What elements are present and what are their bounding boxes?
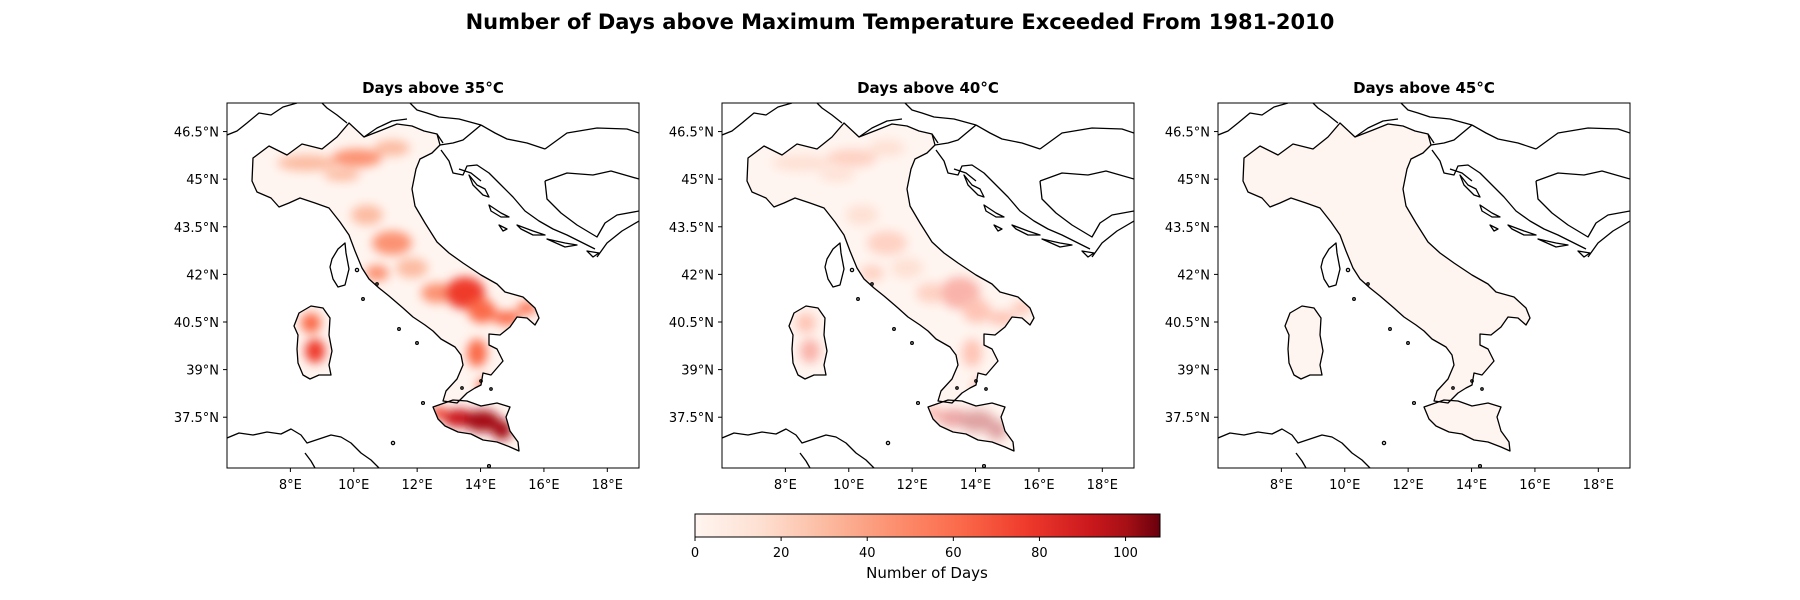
lat-tick-label: 45°N: [681, 173, 714, 188]
map-area: [227, 103, 639, 468]
panel-title: Days above 35°C: [362, 79, 504, 97]
lon-tick-label: 10°E: [1329, 478, 1360, 493]
colorbar-label: Number of Days: [866, 564, 988, 582]
colorbar-tick-label: 60: [945, 546, 962, 561]
lon-tick-label: 16°E: [1519, 478, 1550, 493]
lon-tick-label: 12°E: [897, 478, 928, 493]
colorbar-gradient: [694, 513, 1161, 538]
lon-tick-label: 16°E: [528, 478, 559, 493]
lon-tick-label: 14°E: [960, 478, 991, 493]
lat-tick-label: 46.5°N: [1165, 126, 1210, 141]
lat-tick-label: 40.5°N: [669, 316, 714, 331]
map-panel-45: Days above 45°C 8°E 10°E 12°E 14°E 16°E 18°E 46…: [1165, 79, 1631, 493]
lon-tick-label: 8°E: [1270, 478, 1293, 493]
lat-tick-label: 39°N: [1177, 364, 1210, 379]
colorbar: 0 20 40 60 80 100 Number of Days: [691, 513, 1161, 582]
map-panel-35: Days above 35°C 8°E 10°E 12°E 14°E 16°E 18°E 46…: [174, 79, 640, 493]
map-frame: [721, 102, 1135, 469]
lon-tick-label: 16°E: [1023, 478, 1054, 493]
lat-tick-label: 42°N: [681, 268, 714, 283]
lon-tick-label: 12°E: [1393, 478, 1424, 493]
lon-tick-label: 18°E: [1087, 478, 1118, 493]
lat-tick-label: 37.5°N: [1165, 411, 1210, 426]
lon-tick-label: 14°E: [465, 478, 496, 493]
lon-tick-label: 18°E: [592, 478, 623, 493]
map-area: [722, 103, 1134, 468]
lon-tick-label: 10°E: [833, 478, 864, 493]
lat-tick-label: 45°N: [186, 173, 219, 188]
colorbar-tick-label: 100: [1113, 546, 1138, 561]
figure-title: Number of Days above Maximum Temperature…: [466, 10, 1335, 34]
lat-tick-label: 37.5°N: [669, 411, 714, 426]
colorbar-ticks: 0 20 40 60 80 100: [691, 537, 1138, 561]
lon-tick-label: 8°E: [774, 478, 797, 493]
lat-tick-label: 42°N: [186, 268, 219, 283]
map-panel-40: Days above 40°C 8°E 10°E 12°E 14°E 16°E 18°E 46…: [669, 79, 1135, 493]
lon-tick-label: 10°E: [338, 478, 369, 493]
map-area: [1218, 103, 1630, 468]
colorbar-tick-label: 80: [1031, 546, 1048, 561]
lat-tick-label: 43.5°N: [669, 221, 714, 236]
colorbar-tick-label: 40: [859, 546, 876, 561]
lat-tick-label: 43.5°N: [174, 221, 219, 236]
lat-tick-label: 37.5°N: [174, 411, 219, 426]
lon-tick-label: 18°E: [1583, 478, 1614, 493]
lat-tick-label: 43.5°N: [1165, 221, 1210, 236]
map-frame: [1217, 102, 1631, 469]
lat-tick-label: 39°N: [186, 364, 219, 379]
lon-tick-label: 14°E: [1456, 478, 1487, 493]
panel-title: Days above 45°C: [1353, 79, 1495, 97]
lat-tick-label: 39°N: [681, 364, 714, 379]
lat-tick-label: 40.5°N: [1165, 316, 1210, 331]
lat-tick-label: 42°N: [1177, 268, 1210, 283]
map-frame: [226, 102, 640, 469]
lon-tick-label: 8°E: [279, 478, 302, 493]
lat-tick-label: 45°N: [1177, 173, 1210, 188]
lat-tick-label: 40.5°N: [174, 316, 219, 331]
colorbar-tick-label: 0: [691, 546, 699, 561]
colorbar-tick-label: 20: [773, 546, 790, 561]
lat-tick-label: 46.5°N: [669, 126, 714, 141]
lat-tick-label: 46.5°N: [174, 126, 219, 141]
panel-title: Days above 40°C: [857, 79, 999, 97]
lon-tick-label: 12°E: [402, 478, 433, 493]
